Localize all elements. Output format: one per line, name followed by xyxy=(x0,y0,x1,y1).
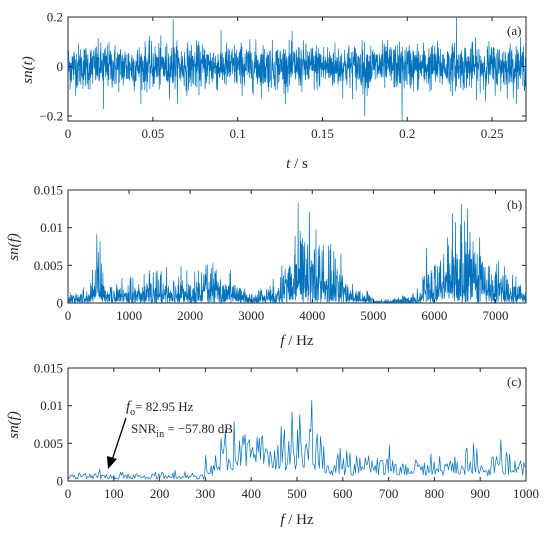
panel-b-signal-line xyxy=(67,202,527,304)
x-tick-label: 0 xyxy=(65,126,72,141)
panel-b-ticks: 0 1000 2000 3000 4000 5000 6000 7000 0 0.005 0.01 0… xyxy=(34,183,526,323)
x-tick-label: 1000 xyxy=(116,308,142,323)
x-tick-label: 100 xyxy=(104,486,124,501)
x-tick-label: 6000 xyxy=(421,308,447,323)
panel-a-xlabel-var: t xyxy=(286,156,291,172)
panel-c-frame xyxy=(67,367,527,482)
annotation-f-value: = 82.95 Hz xyxy=(135,399,193,414)
x-tick-label: 7000 xyxy=(482,308,508,323)
y-tick-label: 0 xyxy=(57,296,64,311)
x-tick-label: 0.2 xyxy=(399,126,415,141)
x-tick-label: 200 xyxy=(150,486,170,501)
panel-b-xlabel-var: f xyxy=(280,333,286,349)
panel-b-ylabel: sn(f) xyxy=(6,233,22,261)
annotation-f-var: f xyxy=(126,399,132,415)
panel-c-signal-line xyxy=(67,399,527,480)
panel-c-label: (c) xyxy=(507,374,521,389)
panel-c-xlabel-sep: / xyxy=(285,512,297,528)
x-tick-label: 0.1 xyxy=(230,126,246,141)
y-tick-label: 0.2 xyxy=(47,10,63,25)
annotation-arrow-head xyxy=(107,456,117,469)
y-tick-label: 0.015 xyxy=(34,183,63,198)
panel-b-xlabel-unit: Hz xyxy=(296,333,314,349)
annotation-fault-frequency: fo= 82.95 Hz xyxy=(126,399,194,418)
panel-b: 0 1000 2000 3000 4000 5000 6000 7000 0 0.005 0.01 0… xyxy=(6,183,527,349)
x-tick-label: 300 xyxy=(196,486,216,501)
panel-c-ticks: 0 100 200 300 400 500 600 700 800 900 1000 0 0.005 0.… xyxy=(34,361,539,502)
y-tick-label: 0.01 xyxy=(40,220,63,235)
panel-c-xlabel-unit: Hz xyxy=(296,512,314,528)
y-tick-label: 0 xyxy=(57,474,64,489)
x-tick-label: 800 xyxy=(425,486,445,501)
panel-a-xlabel-sep: / xyxy=(290,156,302,172)
panel-c-xlabel: f / Hz xyxy=(280,512,314,528)
annotation-snr-text: SNR xyxy=(131,421,157,436)
y-tick-label: 0.005 xyxy=(34,436,63,451)
panel-c-annotation: fo= 82.95 Hz SNRin = −57.80 dB xyxy=(107,399,233,469)
x-tick-label: 0.25 xyxy=(481,126,504,141)
panel-a-xlabel-unit: s xyxy=(302,156,308,172)
panel-b-label: (b) xyxy=(507,197,522,212)
panel-c: 0 100 200 300 400 500 600 700 800 900 1000 0 0.005 0.… xyxy=(6,361,539,529)
signal-trace xyxy=(67,399,527,480)
panel-a-xlabel: t / s xyxy=(286,156,308,172)
x-tick-label: 600 xyxy=(333,486,353,501)
x-tick-label: 5000 xyxy=(360,308,386,323)
x-tick-label: 1000 xyxy=(513,486,539,501)
x-tick-label: 2000 xyxy=(177,308,203,323)
y-tick-label: 0.015 xyxy=(34,361,63,376)
x-tick-label: 3000 xyxy=(238,308,264,323)
x-tick-label: 0 xyxy=(65,486,72,501)
x-tick-label: 500 xyxy=(287,486,307,501)
x-tick-label: 900 xyxy=(470,486,490,501)
y-tick-label: 0.01 xyxy=(40,398,63,413)
panel-a: 0 0.05 0.1 0.15 0.2 0.25−0.200.2 (a) sn(t) t … xyxy=(20,10,527,172)
y-tick-label: −0.2 xyxy=(39,109,63,124)
y-tick-label: 0 xyxy=(57,59,64,74)
signal-trace xyxy=(67,202,527,304)
x-tick-label: 0 xyxy=(65,308,72,323)
panel-c-ylabel: sn(f) xyxy=(6,411,22,439)
x-tick-label: 700 xyxy=(379,486,399,501)
panel-b-xlabel: f / Hz xyxy=(280,333,314,349)
annotation-arrow-shaft xyxy=(111,417,127,461)
panel-a-signal-line xyxy=(67,16,527,122)
annotation-snr: SNRin = −57.80 dB xyxy=(131,421,233,440)
panel-a-ticks: 0 0.05 0.1 0.15 0.2 0.25−0.200.2 xyxy=(39,10,526,141)
signal-trace xyxy=(67,16,527,122)
panel-c-xlabel-var: f xyxy=(280,512,286,528)
annotation-snr-value: = −57.80 dB xyxy=(164,421,233,436)
x-tick-label: 0.15 xyxy=(311,126,334,141)
panel-a-label: (a) xyxy=(507,23,521,38)
y-tick-label: 0.005 xyxy=(34,258,63,273)
x-tick-label: 400 xyxy=(241,486,261,501)
panel-b-xlabel-sep: / xyxy=(285,333,297,349)
panel-a-ylabel: sn(t) xyxy=(20,56,36,84)
x-tick-label: 4000 xyxy=(299,308,325,323)
annotation-f-sub: o xyxy=(130,407,135,418)
annotation-snr-sub: in xyxy=(156,429,164,440)
x-tick-label: 0.05 xyxy=(141,126,164,141)
